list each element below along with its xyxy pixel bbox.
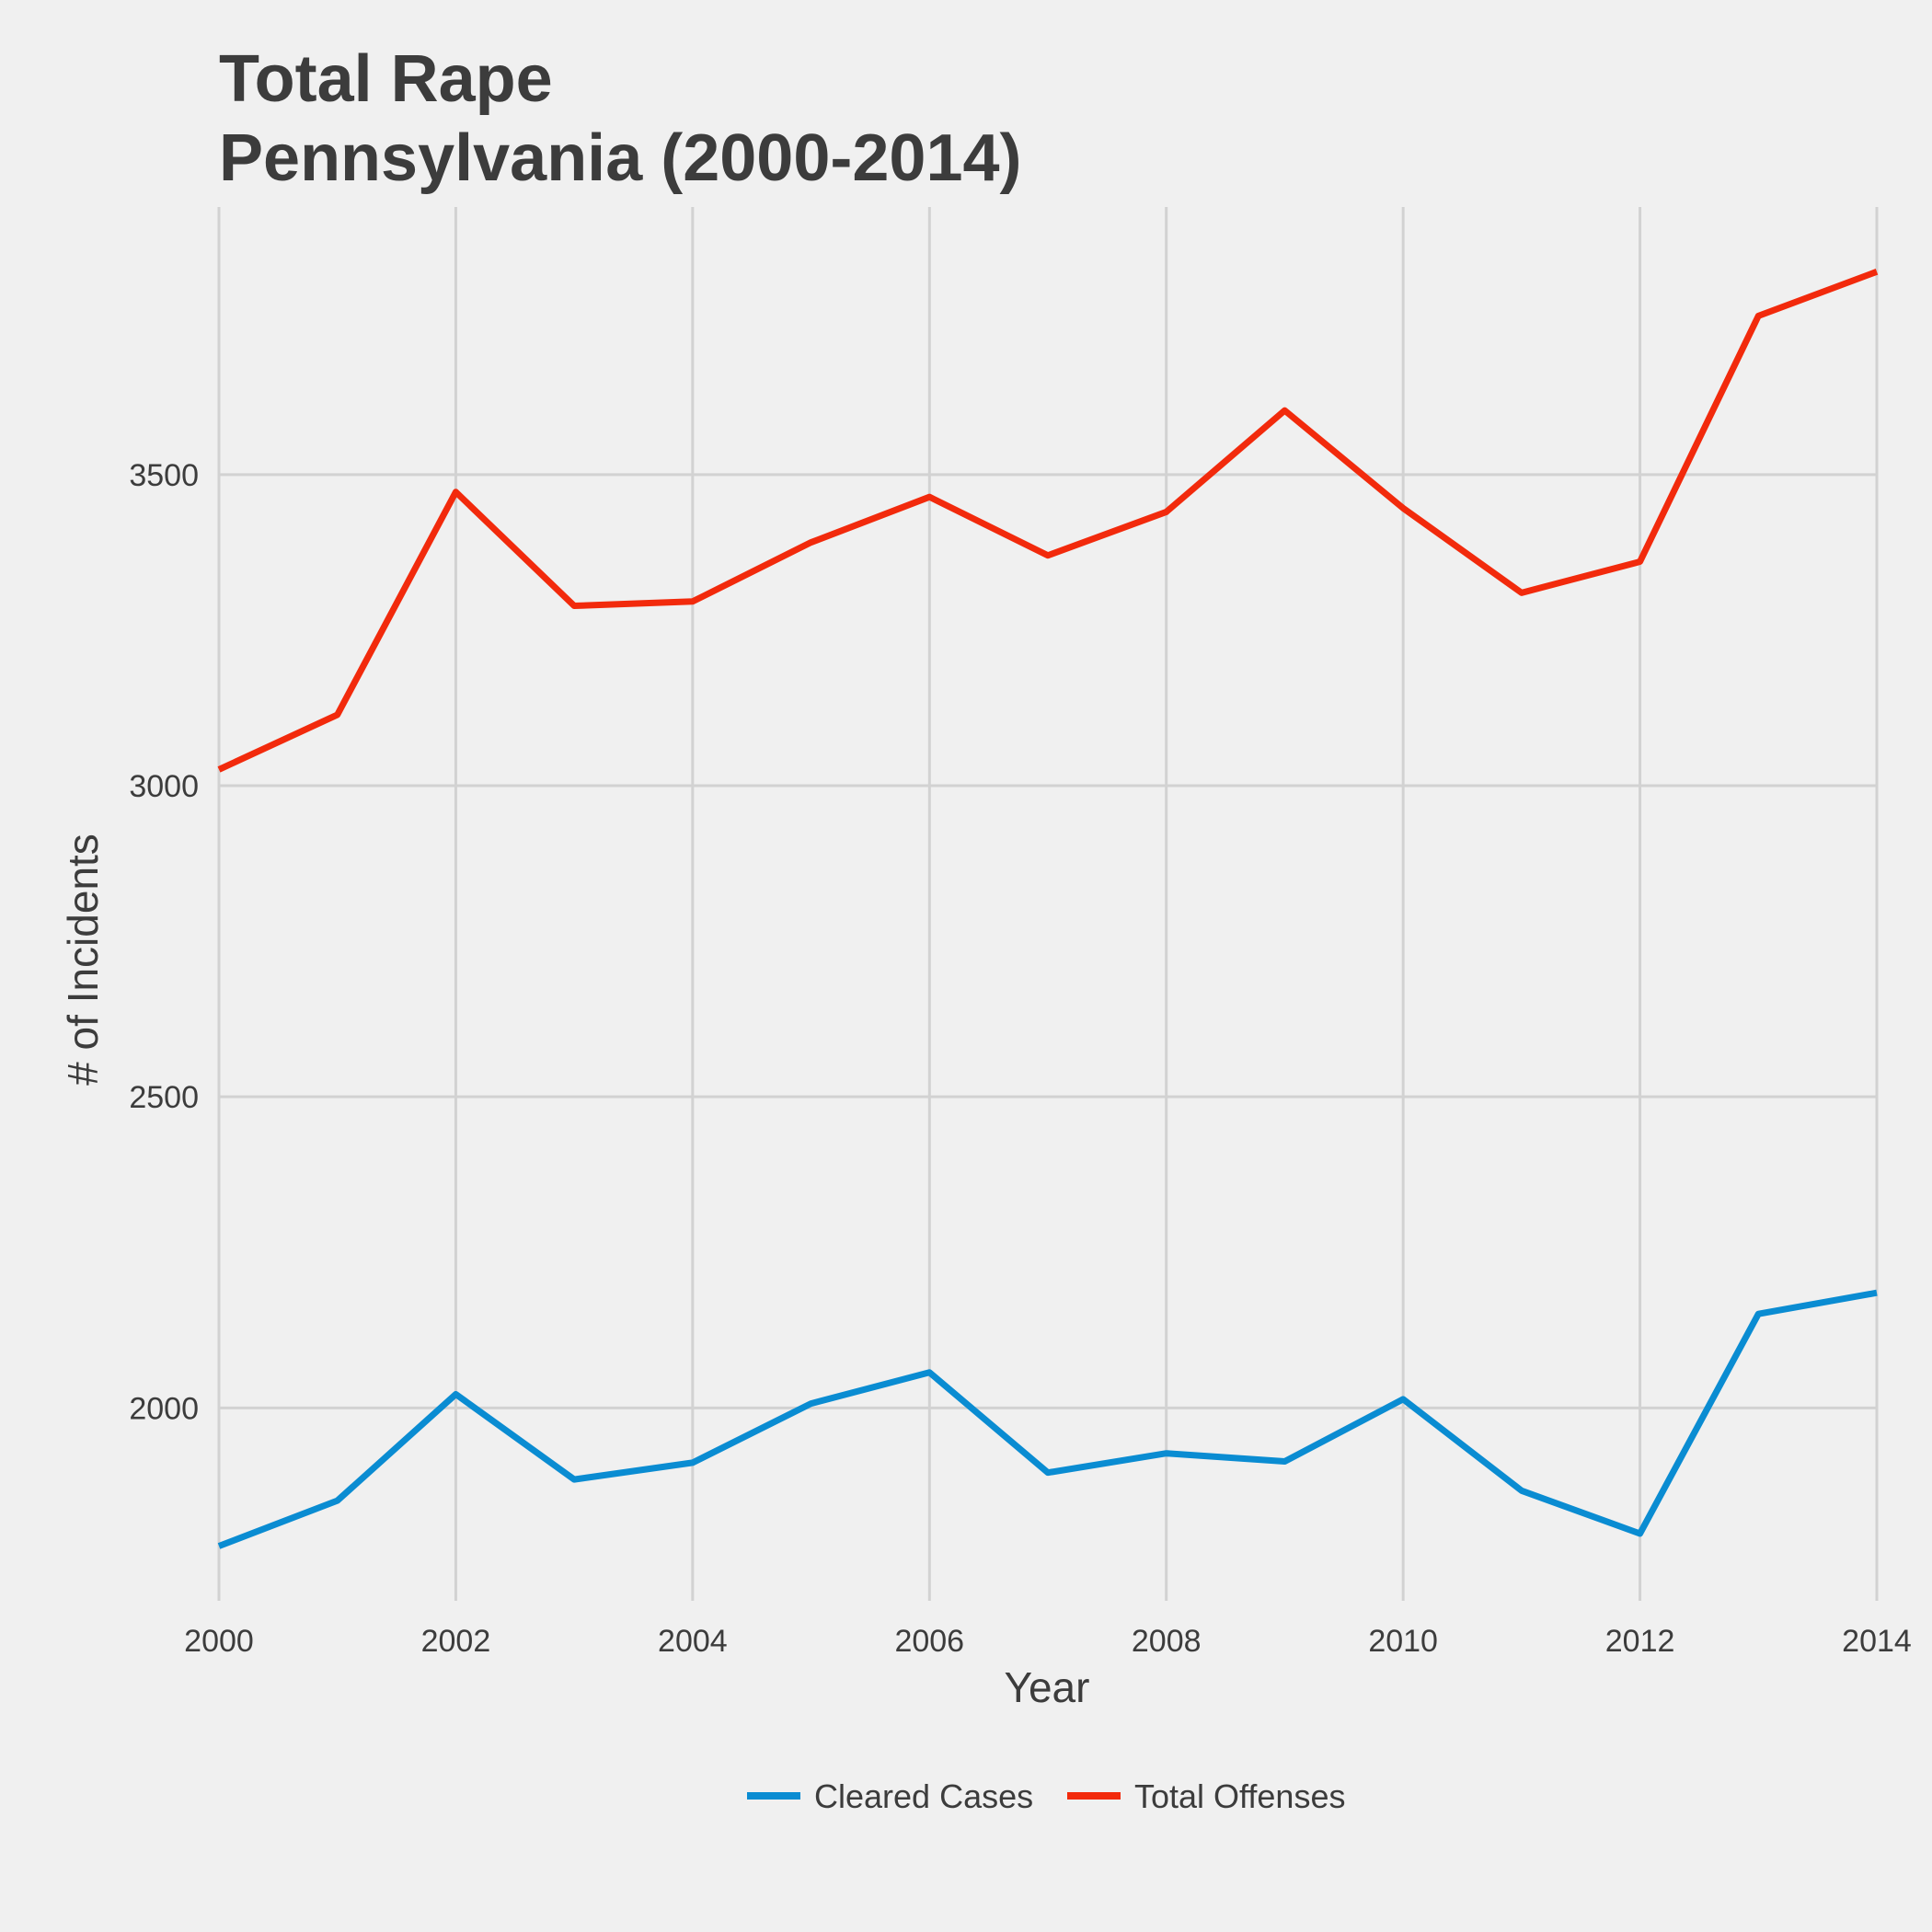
x-tick-label: 2014 [1842, 1624, 1912, 1659]
y-axis-tick-labels: 2000 2500 3000 3500 [129, 458, 199, 1427]
legend-label-total-offenses: Total Offenses [1134, 1777, 1345, 1815]
y-tick-label: 2000 [129, 1391, 199, 1426]
x-axis-title: Year [1005, 1663, 1090, 1711]
grid [217, 207, 1879, 1601]
y-tick-label: 3500 [129, 458, 199, 493]
x-tick-label: 2010 [1368, 1624, 1438, 1659]
x-tick-label: 2004 [658, 1624, 728, 1659]
series-lines [217, 269, 1879, 1549]
series-line-total-offenses [217, 269, 1879, 773]
x-tick-label: 2002 [421, 1624, 491, 1659]
chart-title-line-1: Total Rape [219, 42, 553, 116]
x-tick-label: 2012 [1605, 1624, 1675, 1659]
y-tick-label: 3000 [129, 769, 199, 804]
legend-label-cleared-cases: Cleared Cases [814, 1777, 1033, 1815]
legend: Cleared Cases Total Offenses [747, 1777, 1345, 1815]
y-tick-label: 2500 [129, 1080, 199, 1115]
x-tick-label: 2006 [894, 1624, 964, 1659]
y-axis-title: # of Incidents [59, 834, 107, 1086]
chart-title-line-2: Pennsylvania (2000-2014) [219, 121, 1022, 195]
x-axis-tick-labels: 2000 2002 2004 2006 2008 2010 2012 2014 [184, 1624, 1912, 1659]
x-tick-label: 2008 [1132, 1624, 1202, 1659]
x-tick-label: 2000 [184, 1624, 254, 1659]
series-line-cleared-cases [217, 1289, 1878, 1549]
